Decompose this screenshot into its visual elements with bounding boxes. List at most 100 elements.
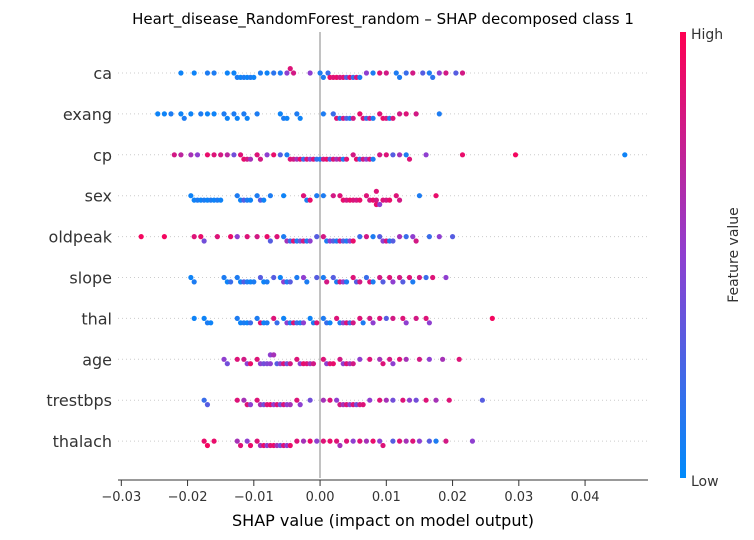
x-tick-label: 0.02: [438, 490, 467, 505]
shap-point-exang: [241, 111, 247, 117]
shap-point-cp: [247, 156, 254, 162]
shap-point-cp: [377, 152, 383, 158]
shap-point-sex: [393, 193, 399, 199]
shap-point-slope: [416, 274, 423, 281]
shap-point-ca: [284, 70, 290, 76]
shap-point-cp: [370, 156, 376, 162]
shap-point-oldpeak: [436, 234, 442, 240]
shap-point-trestbps: [446, 397, 452, 403]
shap-point-trestbps: [294, 397, 300, 403]
shap-point-thalach: [357, 438, 363, 444]
shap-point-trestbps: [406, 397, 413, 403]
shap-point-exang: [277, 111, 283, 117]
shap-point-ca: [251, 74, 257, 80]
shap-point-slope: [400, 279, 406, 285]
shap-point-cp: [277, 152, 283, 158]
chart-title: Heart_disease_RandomForest_random – SHAP…: [132, 10, 634, 29]
shap-point-thal: [367, 315, 373, 321]
shap-point-oldpeak: [281, 234, 287, 240]
shap-point-trestbps: [327, 397, 333, 403]
shap-point-thal: [377, 315, 383, 321]
colorbar-high-label: High: [691, 27, 723, 43]
shap-point-thal: [327, 320, 333, 326]
shap-point-trestbps: [423, 397, 429, 403]
shap-point-trestbps: [204, 402, 211, 408]
feature-label-ca: ca: [93, 64, 112, 83]
shap-point-thalach: [469, 438, 476, 444]
shap-point-exang: [294, 111, 300, 117]
shap-point-thalach: [234, 438, 240, 444]
shap-point-oldpeak: [254, 234, 260, 240]
shap-point-exang: [370, 115, 376, 121]
shap-point-ca: [426, 70, 432, 76]
shap-point-cp: [423, 152, 429, 158]
shap-point-oldpeak: [403, 234, 409, 240]
shap-point-sex: [281, 193, 287, 199]
shap-point-thalach: [294, 438, 300, 444]
shap-point-cp: [171, 152, 177, 158]
shap-point-slope: [314, 274, 320, 281]
shap-point-exang: [403, 111, 409, 117]
shap-point-thalach: [343, 438, 350, 444]
shap-point-exang: [155, 111, 161, 117]
shap-point-ca: [307, 70, 313, 76]
shap-point-cp: [284, 152, 290, 158]
shap-point-thalach: [403, 438, 409, 444]
shap-point-ca: [443, 70, 449, 76]
shap-point-oldpeak: [350, 238, 356, 244]
shap-point-exang: [221, 111, 227, 117]
shap-point-slope: [343, 279, 350, 285]
shap-point-ca: [178, 70, 184, 76]
shap-point-thal: [247, 320, 254, 326]
shap-point-oldpeak: [267, 238, 273, 244]
shap-point-thalach: [254, 438, 260, 444]
shap-point-thalach: [204, 442, 211, 449]
shap-point-trestbps: [377, 397, 383, 403]
shap-point-sex: [373, 197, 379, 203]
shap-point-slope: [304, 279, 310, 285]
shap-point-oldpeak: [410, 234, 416, 240]
shap-point-ca: [317, 70, 323, 76]
shap-point-age: [247, 361, 254, 367]
shap-point-oldpeak: [320, 234, 326, 240]
shap-point-cp: [343, 156, 350, 162]
shap-point-age: [287, 361, 293, 367]
x-tick-label: 0.00: [306, 490, 335, 505]
shap-point-thal: [254, 315, 260, 321]
shap-point-thalach: [370, 438, 376, 444]
shap-point-ca: [204, 70, 211, 76]
shap-point-cp: [622, 152, 628, 158]
shap-point-exang: [297, 115, 303, 121]
shap-point-thalach: [244, 438, 250, 444]
shap-point-oldpeak: [201, 238, 207, 244]
shap-point-exang: [244, 115, 250, 121]
shap-point-thal: [390, 315, 396, 321]
shap-point-thal: [383, 315, 389, 321]
shap-point-thalach: [320, 438, 326, 444]
shap-point-trestbps: [479, 397, 485, 403]
shap-point-ca: [277, 70, 283, 76]
shap-point-trestbps: [413, 397, 419, 403]
shap-point-oldpeak: [138, 234, 144, 240]
shap-point-trestbps: [287, 402, 293, 408]
shap-point-cp: [218, 152, 224, 158]
shap-point-sex: [387, 197, 393, 203]
shap-point-age: [396, 356, 403, 362]
shap-point-exang: [161, 111, 167, 117]
feature-label-oldpeak: oldpeak: [49, 228, 113, 247]
x-tick-label: −0.02: [168, 490, 208, 505]
shap-point-slope: [287, 279, 293, 285]
shap-point-age: [320, 356, 326, 362]
shap-point-slope: [363, 274, 370, 281]
shap-point-exang: [188, 111, 194, 117]
shap-point-oldpeak: [191, 234, 197, 240]
shap-point-sex: [377, 201, 383, 208]
shap-point-ca: [211, 70, 217, 76]
shap-point-trestbps: [367, 397, 373, 403]
shap-point-sex: [416, 193, 423, 199]
shap-point-ca: [271, 70, 277, 76]
shap-point-age: [234, 356, 240, 362]
shap-point-age: [456, 356, 462, 362]
shap-point-cp: [204, 152, 211, 158]
shap-point-exang: [320, 111, 326, 117]
